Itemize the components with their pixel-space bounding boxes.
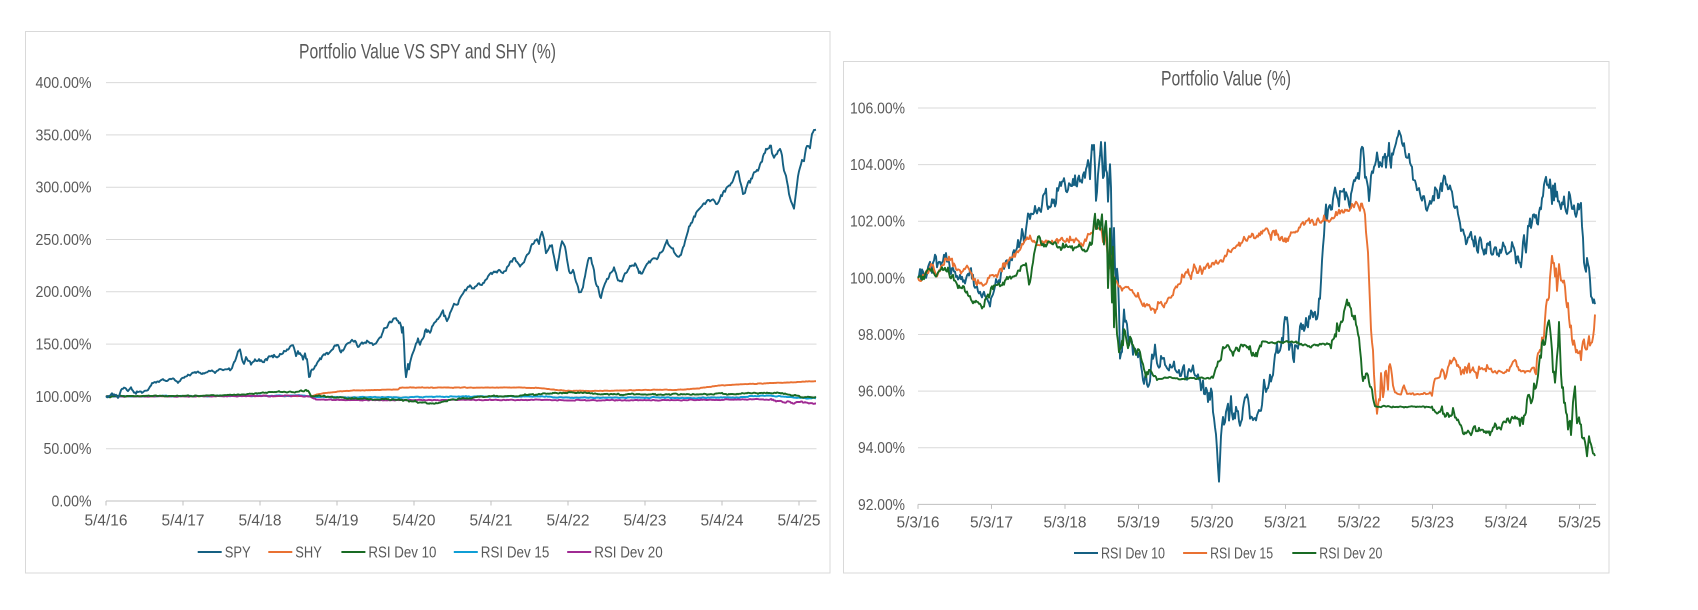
- svg-text:RSI Dev 10: RSI Dev 10: [1101, 545, 1165, 562]
- svg-text:50.00%: 50.00%: [44, 441, 92, 458]
- svg-text:5/3/21: 5/3/21: [1264, 515, 1307, 532]
- svg-text:Portfolio Value VS SPY and SHY: Portfolio Value VS SPY and SHY (%): [299, 40, 556, 64]
- svg-text:106.00%: 106.00%: [850, 100, 905, 117]
- svg-text:RSI Dev 15: RSI Dev 15: [1210, 545, 1273, 562]
- svg-text:SPY: SPY: [225, 544, 251, 561]
- svg-text:5/3/25: 5/3/25: [1558, 515, 1601, 532]
- svg-text:5/4/17: 5/4/17: [162, 513, 205, 530]
- svg-text:5/4/19: 5/4/19: [316, 513, 359, 530]
- svg-text:92.00%: 92.00%: [858, 497, 905, 514]
- svg-text:RSI Dev 10: RSI Dev 10: [368, 544, 436, 561]
- svg-text:5/3/17: 5/3/17: [970, 515, 1013, 532]
- svg-text:5/4/18: 5/4/18: [239, 513, 282, 530]
- svg-text:Portfolio Value (%): Portfolio Value (%): [1161, 67, 1291, 91]
- svg-text:5/3/20: 5/3/20: [1191, 515, 1234, 532]
- svg-text:RSI Dev 20: RSI Dev 20: [594, 544, 663, 561]
- svg-text:104.00%: 104.00%: [850, 157, 905, 174]
- svg-text:RSI Dev 20: RSI Dev 20: [1319, 545, 1382, 562]
- svg-text:5/4/16: 5/4/16: [85, 513, 128, 530]
- svg-text:SHY: SHY: [295, 544, 322, 561]
- svg-text:5/3/16: 5/3/16: [897, 515, 940, 532]
- svg-text:5/4/25: 5/4/25: [778, 513, 821, 530]
- svg-text:300.00%: 300.00%: [36, 180, 92, 197]
- svg-text:96.00%: 96.00%: [858, 384, 905, 401]
- svg-text:0.00%: 0.00%: [52, 493, 92, 510]
- svg-text:94.00%: 94.00%: [858, 440, 905, 457]
- svg-text:5/4/21: 5/4/21: [470, 513, 513, 530]
- svg-text:5/4/22: 5/4/22: [547, 513, 590, 530]
- svg-text:RSI Dev 15: RSI Dev 15: [481, 544, 550, 561]
- svg-text:100.00%: 100.00%: [850, 270, 905, 287]
- svg-text:5/3/23: 5/3/23: [1411, 515, 1454, 532]
- svg-text:5/3/22: 5/3/22: [1338, 515, 1381, 532]
- svg-text:100.00%: 100.00%: [36, 389, 92, 406]
- svg-text:5/3/19: 5/3/19: [1117, 515, 1160, 532]
- svg-text:98.00%: 98.00%: [858, 327, 905, 344]
- svg-text:350.00%: 350.00%: [36, 127, 92, 144]
- svg-text:102.00%: 102.00%: [850, 214, 905, 231]
- svg-text:5/3/18: 5/3/18: [1044, 515, 1087, 532]
- svg-text:250.00%: 250.00%: [36, 232, 92, 249]
- svg-text:5/4/24: 5/4/24: [701, 513, 744, 530]
- svg-text:400.00%: 400.00%: [36, 75, 92, 92]
- svg-text:150.00%: 150.00%: [36, 337, 92, 354]
- svg-text:5/4/20: 5/4/20: [393, 513, 436, 530]
- svg-text:5/4/23: 5/4/23: [624, 513, 667, 530]
- svg-text:200.00%: 200.00%: [36, 284, 92, 301]
- svg-text:5/3/24: 5/3/24: [1485, 515, 1528, 532]
